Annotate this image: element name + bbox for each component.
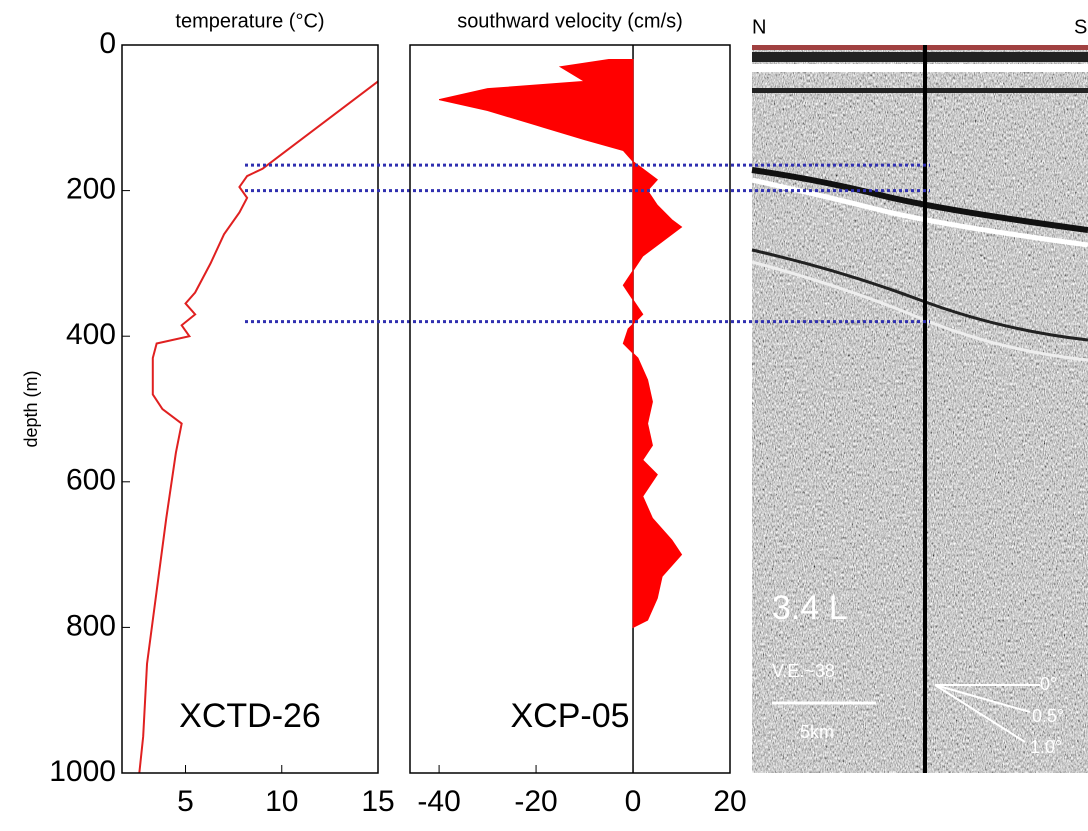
scale-label: 5km bbox=[800, 722, 834, 742]
panel-label: 3.4 L bbox=[772, 589, 848, 627]
x-tick-label: -20 bbox=[514, 785, 557, 818]
velocity-area bbox=[438, 59, 683, 629]
x-tick-label: -40 bbox=[417, 785, 460, 818]
y-tick-label: 200 bbox=[66, 173, 116, 206]
panel-annotation: XCP-05 bbox=[510, 697, 629, 735]
slope-label: 0° bbox=[1040, 674, 1057, 694]
y-axis-label: depth (m) bbox=[21, 370, 41, 447]
north-label: N bbox=[752, 16, 766, 38]
plot-frame bbox=[121, 44, 379, 774]
seismic-image bbox=[751, 45, 1088, 773]
panel-annotation: XCTD-26 bbox=[179, 697, 321, 735]
exaggeration: V.E.~38 bbox=[772, 661, 835, 681]
y-tick-label: 800 bbox=[66, 609, 116, 642]
x-tick-label: 0 bbox=[625, 785, 642, 818]
panel-title: temperature (°C) bbox=[175, 10, 324, 32]
y-tick-label: 600 bbox=[66, 464, 116, 497]
x-tick-label: 5 bbox=[177, 785, 194, 818]
plot-frame bbox=[409, 44, 731, 774]
x-tick-label: 15 bbox=[361, 785, 394, 818]
y-tick-label: 400 bbox=[66, 318, 116, 351]
south-label: S bbox=[1074, 16, 1087, 38]
slope-label: 0.5° bbox=[1032, 706, 1064, 726]
panel-title: southward velocity (cm/s) bbox=[457, 10, 683, 32]
temperature-line bbox=[138, 80, 379, 774]
y-tick-label: 0 bbox=[99, 27, 116, 60]
x-tick-label: 20 bbox=[713, 785, 746, 818]
slope-label: 1.0° bbox=[1030, 737, 1062, 757]
x-tick-label: 10 bbox=[265, 785, 298, 818]
y-tick-label: 1000 bbox=[49, 755, 116, 788]
